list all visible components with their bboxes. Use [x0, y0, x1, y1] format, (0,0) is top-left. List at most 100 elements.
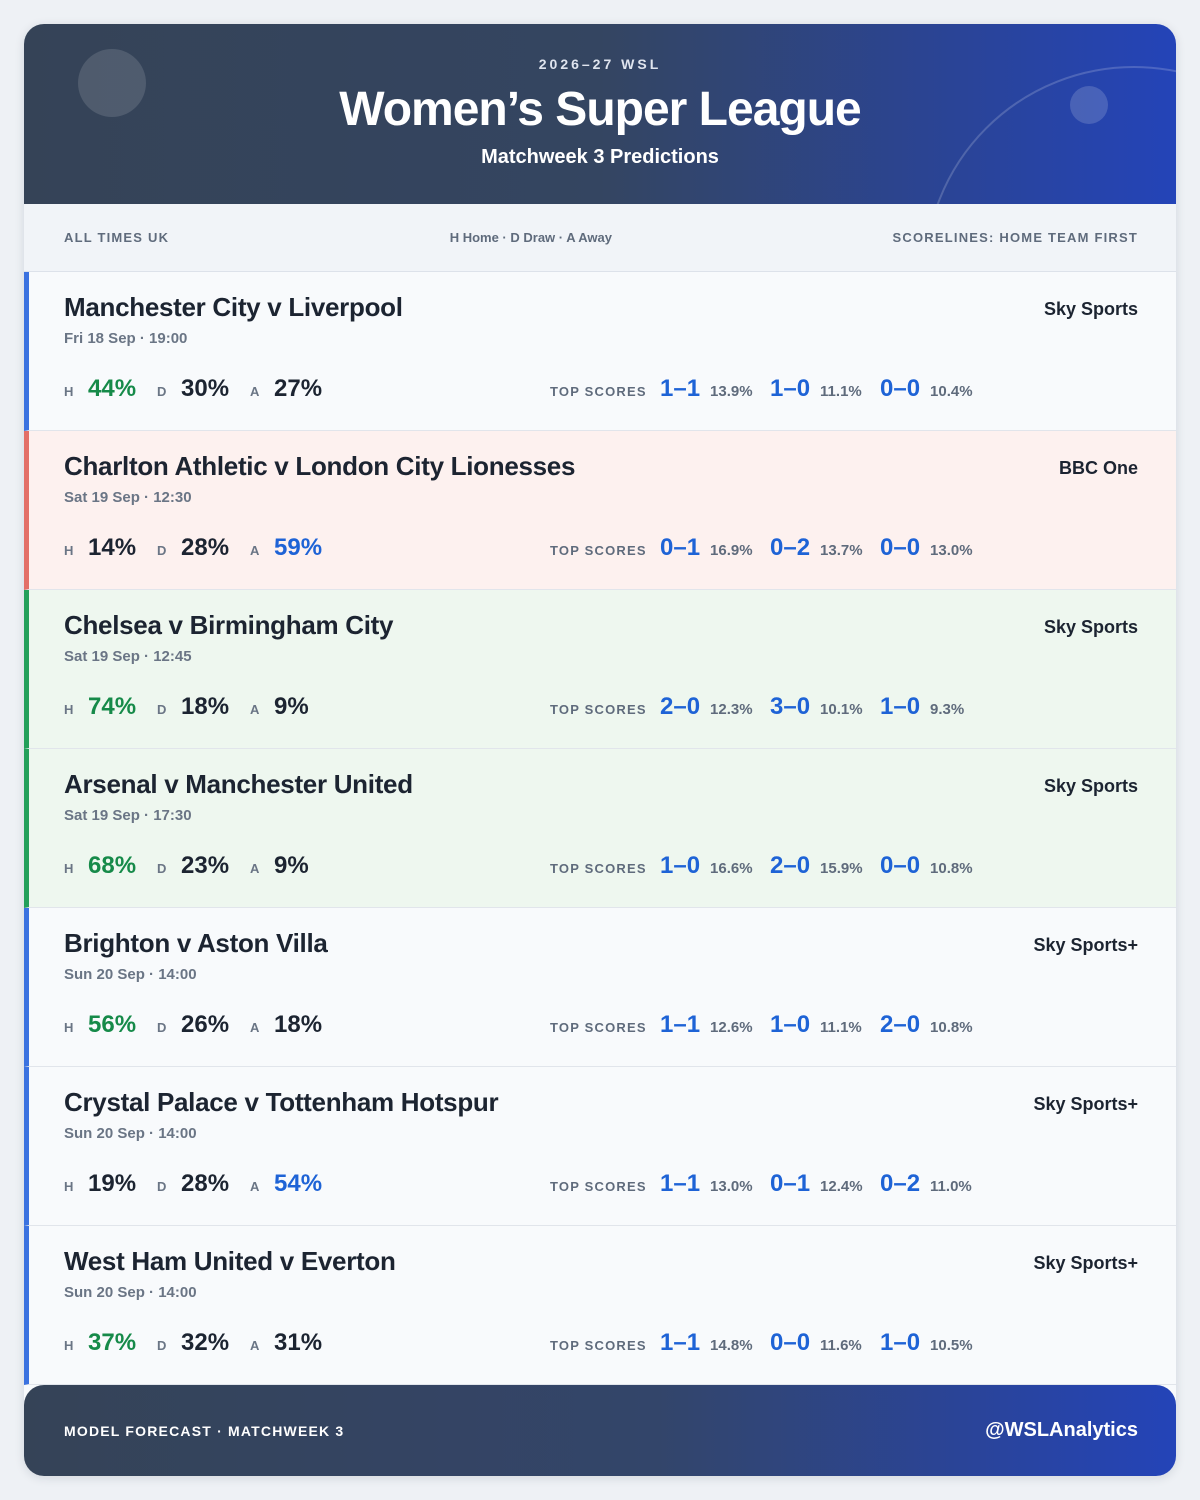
scoreline-probability: 13.0%: [710, 1178, 753, 1195]
scoreline-probability: 11.0%: [930, 1178, 972, 1195]
page-subtitle: Matchweek 3 Predictions: [481, 146, 719, 168]
draw-label: D: [157, 1338, 167, 1353]
top-scores-label: TOP SCORES: [550, 1020, 647, 1035]
scoreline: 2–0: [770, 852, 811, 879]
outcome-probabilities: H 19% D 28% A 54%: [64, 1170, 343, 1198]
scoreline: 1–0: [770, 1011, 811, 1038]
scoreline: 3–0: [770, 693, 811, 720]
scoreline-probability: 13.9%: [710, 383, 753, 400]
home-label: H: [64, 702, 74, 717]
home-label: H: [64, 1020, 74, 1035]
footer-note: MODEL FORECAST · MATCHWEEK 3: [64, 1422, 345, 1439]
scoreline: 0–0: [880, 852, 921, 879]
social-handle[interactable]: @WSLAnalytics: [985, 1419, 1138, 1441]
scoreline-probability: 10.1%: [820, 701, 863, 718]
broadcaster: Sky Sports+: [1033, 935, 1138, 955]
broadcaster: Sky Sports+: [1033, 1094, 1138, 1114]
scoreline-item: 1–0 10.5%: [880, 1329, 990, 1357]
top-scores: TOP SCORES 1–1 14.8% 0–0 11.6% 1–0 10.5%: [550, 1329, 990, 1357]
scoreline-item: 0–2 13.7%: [770, 534, 880, 562]
home-label: H: [64, 1338, 74, 1353]
top-scores: TOP SCORES 1–1 13.0% 0–1 12.4% 0–2 11.0%: [550, 1170, 990, 1198]
home-label: H: [64, 861, 74, 876]
match-title: West Ham United v Everton: [64, 1246, 396, 1276]
home-probability: 44%: [88, 375, 137, 402]
scoreline-probability: 10.8%: [930, 860, 973, 877]
top-scores-label: TOP SCORES: [550, 384, 647, 399]
home-label: H: [64, 384, 74, 399]
scoreline-item: 2–0 10.8%: [880, 1011, 990, 1039]
draw-probability: 28%: [181, 1170, 230, 1197]
scoreline-probability: 16.6%: [710, 860, 753, 877]
match-row[interactable]: Crystal Palace v Tottenham Hotspur Sun 2…: [24, 1067, 1176, 1226]
match-row[interactable]: Brighton v Aston Villa Sun 20 Sep · 14:0…: [24, 908, 1176, 1067]
broadcaster: Sky Sports+: [1033, 1253, 1138, 1273]
scoreline: 1–0: [880, 1329, 921, 1356]
scoreline-probability: 12.4%: [820, 1178, 863, 1195]
scoreline: 1–1: [660, 1329, 701, 1356]
home-probability: 14%: [88, 534, 137, 561]
top-scores-label: TOP SCORES: [550, 861, 647, 876]
kickoff-time: Fri 18 Sep · 19:00: [64, 330, 188, 347]
match-row[interactable]: West Ham United v Everton Sun 20 Sep · 1…: [24, 1226, 1176, 1385]
kickoff-time: Sat 19 Sep · 12:30: [64, 489, 192, 506]
page-title: Women’s Super League: [339, 83, 861, 136]
match-title: Chelsea v Birmingham City: [64, 610, 394, 640]
scoreline-probability: 10.4%: [930, 383, 973, 400]
draw-probability: 18%: [181, 693, 230, 720]
top-scores-label: TOP SCORES: [550, 1338, 647, 1353]
kickoff-time: Sat 19 Sep · 17:30: [64, 807, 192, 824]
scoreline-item: 1–1 14.8%: [660, 1329, 770, 1357]
outcome-probabilities: H 44% D 30% A 27%: [64, 375, 343, 403]
scoreline: 0–2: [770, 534, 811, 561]
predictions-card: 2026–27 WSL Women’s Super League Matchwe…: [24, 24, 1176, 1476]
match-row[interactable]: Chelsea v Birmingham City Sat 19 Sep · 1…: [24, 590, 1176, 749]
draw-probability: 23%: [181, 852, 230, 879]
match-row[interactable]: Charlton Athletic v London City Lionesse…: [24, 431, 1176, 590]
away-label: A: [250, 1020, 260, 1035]
broadcaster: BBC One: [1058, 458, 1138, 478]
home-probability: 68%: [88, 852, 137, 879]
scoreline-item: 1–0 11.1%: [770, 1011, 880, 1039]
scoreline-probability: 13.7%: [820, 542, 863, 559]
match-row[interactable]: Arsenal v Manchester United Sat 19 Sep ·…: [24, 749, 1176, 908]
home-probability: 37%: [88, 1329, 137, 1356]
scoreline-probability: 10.8%: [930, 1019, 973, 1036]
match-row[interactable]: Manchester City v Liverpool Fri 18 Sep ·…: [24, 272, 1176, 431]
scoreline-item: 0–2 11.0%: [880, 1170, 990, 1198]
scoreline-probability: 11.6%: [820, 1337, 862, 1354]
away-probability: 9%: [274, 852, 309, 879]
scoreline: 2–0: [660, 693, 701, 720]
draw-probability: 32%: [181, 1329, 230, 1356]
scoreline-probability: 12.3%: [710, 701, 753, 718]
top-scores-label: TOP SCORES: [550, 1179, 647, 1194]
match-title: Crystal Palace v Tottenham Hotspur: [64, 1087, 499, 1117]
top-scores: TOP SCORES 1–1 13.9% 1–0 11.1% 0–0 10.4%: [550, 375, 990, 403]
scoreline-item: 0–0 10.4%: [880, 375, 990, 403]
broadcaster: Sky Sports: [1043, 299, 1138, 319]
scoreline-note: SCORELINES: HOME TEAM FIRST: [892, 230, 1138, 245]
scoreline: 1–0: [880, 693, 921, 720]
scoreline-probability: 12.6%: [710, 1019, 753, 1036]
outcome-probabilities: H 68% D 23% A 9%: [64, 852, 343, 880]
scoreline: 1–1: [660, 1011, 701, 1038]
scoreline-item: 1–1 13.0%: [660, 1170, 770, 1198]
draw-label: D: [157, 1179, 167, 1194]
kickoff-time: Sat 19 Sep · 12:45: [64, 648, 192, 665]
scoreline-item: 1–0 11.1%: [770, 375, 880, 403]
broadcaster: Sky Sports: [1043, 776, 1138, 796]
kickoff-time: Sun 20 Sep · 14:00: [64, 1284, 197, 1301]
scoreline-item: 0–1 16.9%: [660, 534, 770, 562]
scoreline: 0–1: [770, 1170, 811, 1197]
scoreline-item: 0–0 10.8%: [880, 852, 990, 880]
home-label: H: [64, 543, 74, 558]
scoreline-item: 2–0 15.9%: [770, 852, 880, 880]
away-label: A: [250, 384, 260, 399]
away-probability: 27%: [274, 375, 323, 402]
draw-label: D: [157, 1020, 167, 1035]
draw-label: D: [157, 384, 167, 399]
scoreline: 2–0: [880, 1011, 921, 1038]
draw-label: D: [157, 861, 167, 876]
outcome-probabilities: H 56% D 26% A 18%: [64, 1011, 343, 1039]
home-probability: 56%: [88, 1011, 137, 1038]
